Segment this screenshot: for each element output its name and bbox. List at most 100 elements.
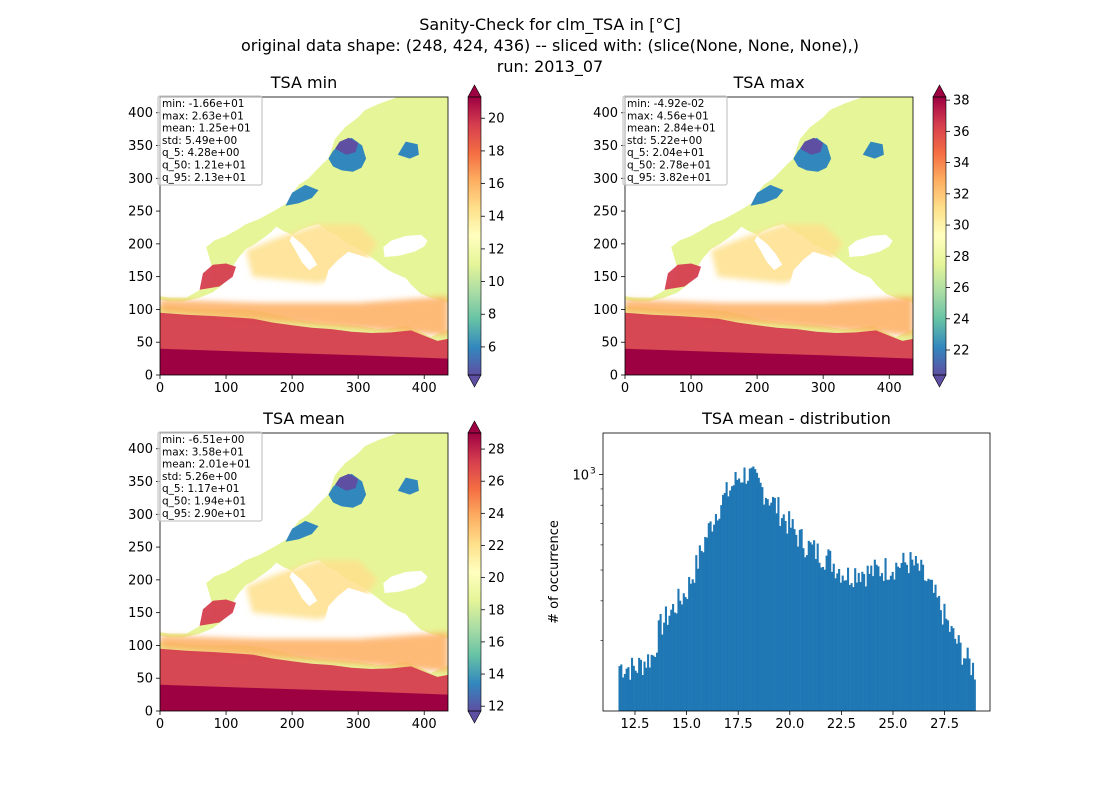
hottest-region: [160, 348, 448, 375]
histogram-bar: [839, 582, 842, 711]
histogram-bar: [955, 643, 958, 711]
stats-line: q_50: 2.78e+01: [627, 160, 711, 172]
histogram-bar: [675, 613, 678, 711]
colorbar-gradient: [468, 97, 481, 375]
sea-region: [325, 251, 388, 297]
x-tick-label: 20.0: [775, 717, 804, 732]
histogram-bar: [855, 582, 859, 711]
stats-line: max: 4.56e+01: [627, 110, 709, 122]
y-tick-label: 200: [128, 237, 153, 252]
histogram-bar: [775, 513, 778, 711]
histogram-bar: [909, 552, 912, 711]
y-tick-label: 400: [593, 106, 618, 121]
histogram-bar: [684, 597, 687, 711]
x-tick-label: 100: [214, 717, 239, 732]
histogram-bar: [702, 552, 705, 711]
histogram-bar: [763, 504, 766, 711]
histogram-bar: [634, 670, 637, 711]
stats-line: q_5: 1.17e+01: [162, 483, 239, 495]
stats-line: q_95: 2.90e+01: [162, 508, 246, 520]
histogram-bar: [729, 490, 732, 711]
histogram-bar: [739, 482, 742, 711]
histogram-bar: [622, 677, 625, 711]
stats-line: std: 5.22e+00: [627, 135, 702, 147]
histogram-bar: [750, 467, 753, 711]
x-tick-label: 200: [745, 381, 770, 396]
histogram-bar: [727, 496, 730, 711]
figure-title-line3: run: 2013_07: [497, 57, 603, 77]
histogram-bar: [941, 624, 944, 711]
histogram-bar: [638, 657, 641, 711]
y-tick-label: 300: [128, 172, 153, 187]
histogram-bar: [779, 525, 782, 711]
stats-line: mean: 1.25e+01: [162, 123, 251, 135]
histogram-bar: [959, 642, 962, 711]
y-tick-label: 100: [593, 303, 618, 318]
histogram-bar: [834, 578, 837, 711]
histogram-bar: [841, 575, 844, 711]
histogram-bar: [757, 477, 760, 711]
histogram-bar: [697, 568, 700, 711]
x-tick-label: 300: [346, 381, 371, 396]
y-tick-label: 100: [128, 639, 153, 654]
histogram-bar: [647, 654, 650, 711]
histogram-bar: [822, 566, 825, 711]
colorbar-tick-label: 22: [953, 344, 970, 359]
colorbar-tick-label: 12: [488, 700, 505, 715]
histogram-bar: [968, 658, 971, 711]
y-tick-label: 100: [128, 303, 153, 318]
colorbar-tick-label: 26: [953, 281, 970, 296]
histogram-bar: [970, 675, 973, 711]
sea-region: [325, 587, 388, 633]
histogram-bar: [823, 569, 826, 711]
colorbar-tick-label: 24: [488, 507, 505, 522]
histogram-bar: [952, 628, 955, 711]
histogram-bar: [784, 520, 787, 711]
histogram-bar: [838, 568, 841, 711]
histogram-bar: [845, 580, 848, 711]
y-tick-label: 250: [128, 205, 153, 220]
stats-line: min: -1.66e+01: [162, 98, 244, 110]
x-tick-label: 100: [679, 381, 704, 396]
x-tick-label: 300: [811, 381, 836, 396]
histogram-bar: [880, 573, 884, 711]
histogram-bar: [843, 580, 846, 711]
colorbar-tick-label: 6: [488, 340, 496, 355]
histogram-bar: [730, 486, 734, 711]
histogram-bar: [664, 606, 667, 711]
histogram-bar: [748, 468, 751, 711]
histogram-bar: [620, 664, 623, 711]
histogram-bar: [680, 604, 684, 711]
cold-region: [750, 184, 784, 206]
histogram-bar: [907, 573, 910, 711]
histogram-bar: [916, 563, 919, 711]
stats-line: min: -4.92e-02: [627, 98, 704, 110]
histogram-bar: [673, 612, 676, 711]
histogram-bar: [618, 666, 621, 711]
stats-line: q_5: 4.28e+00: [162, 147, 239, 159]
y-axis-label: # of occurrence: [547, 520, 562, 624]
histogram-bar: [789, 527, 792, 711]
histogram-bar: [847, 567, 850, 711]
axes-title: TSA min: [270, 73, 337, 92]
histogram-bar: [788, 511, 791, 711]
stats-line: std: 5.49e+00: [162, 135, 237, 147]
colorbar-tick-label: 18: [488, 144, 505, 159]
histogram-bar: [754, 469, 757, 711]
stats-line: q_95: 3.82e+01: [627, 172, 711, 184]
histogram-bar: [971, 662, 975, 711]
y-tick-label: 50: [136, 672, 153, 687]
axes-frame: [602, 432, 991, 712]
colorbar-tick-label: 34: [953, 156, 970, 171]
stats-line: mean: 2.01e+01: [162, 459, 251, 471]
histogram-bar: [925, 581, 928, 711]
histogram-bar: [643, 661, 646, 711]
histogram-bar: [645, 667, 648, 711]
histogram-bar: [938, 595, 941, 711]
histogram-bar: [713, 524, 716, 711]
stats-line: q_50: 1.21e+01: [162, 160, 246, 172]
colorbar-tick-label: 14: [488, 668, 505, 683]
histogram-bar: [820, 567, 823, 711]
histogram-bar: [707, 523, 710, 711]
